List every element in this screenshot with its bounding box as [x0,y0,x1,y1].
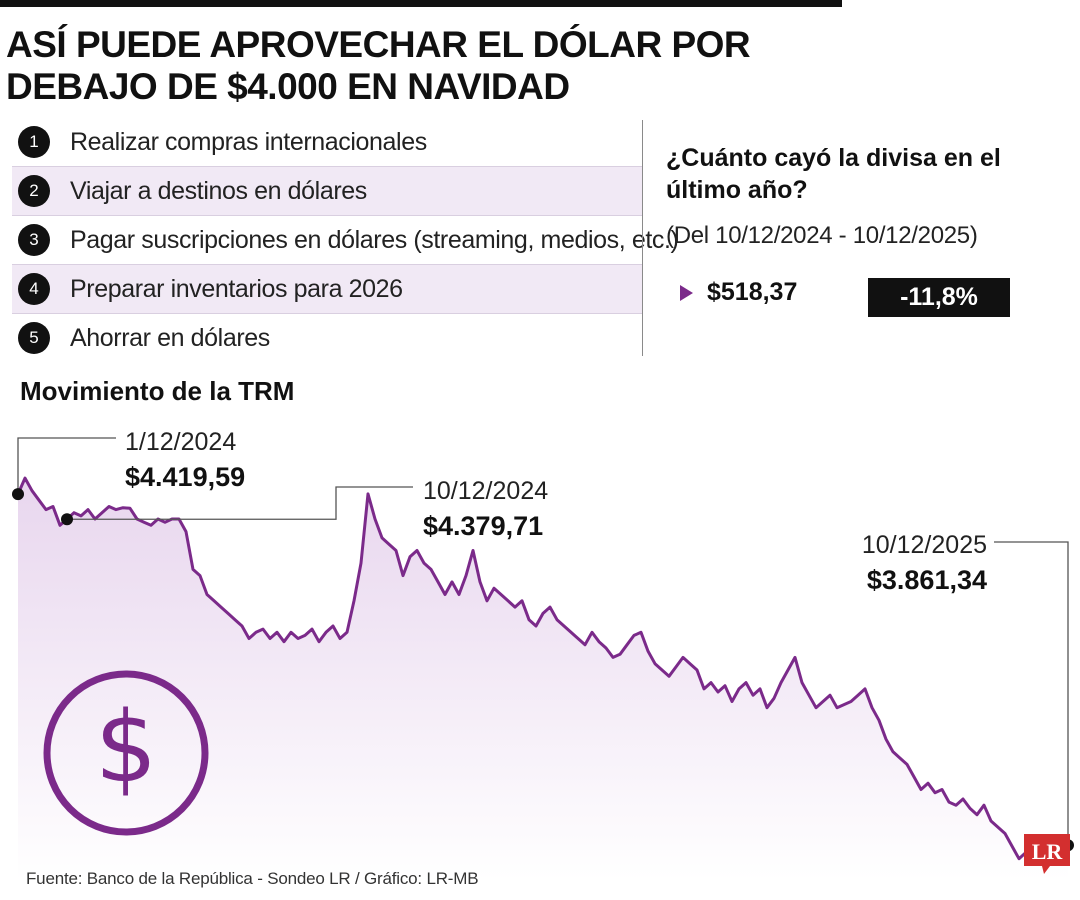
annotation-date-ref: 10/12/2024 [423,477,548,505]
trm-line-chart: $ 1/12/2024 $4.419,59 10/12/2024 $4.379,… [12,428,1074,880]
tip-text: Viajar a destinos en dólares [70,176,367,205]
headline: ASÍ PUEDE APROVECHAR EL DÓLAR POR DEBAJO… [6,24,751,107]
point-marker-ref [61,513,73,526]
tip-number: 2 [18,175,50,207]
tip-number: 5 [18,322,50,354]
annotation-value-end: $3.861,34 [867,565,987,595]
tip-item: 3 Pagar suscripciones en dólares (stream… [12,216,679,265]
tip-text: Preparar inventarios para 2026 [70,274,403,303]
leader-ref [67,486,413,520]
series-line [16,476,1069,864]
leader-start [17,437,116,495]
drop-period: (Del 10/12/2024 - 10/12/2025) [666,222,978,249]
chart-title: Movimiento de la TRM [20,376,295,406]
leader-end [994,541,1069,846]
lr-logo: LR [1024,834,1070,874]
svg-text:$: $ [95,691,157,805]
tip-item: 2 Viajar a destinos en dólares [12,167,642,216]
tip-number: 4 [18,273,50,305]
annotation-value-ref: $4.379,71 [423,511,543,541]
series-area [18,478,1068,880]
tip-number: 1 [18,126,50,158]
percent-badge: -11,8% [868,278,1010,317]
tip-item: 5 Ahorrar en dólares [12,314,642,362]
drop-row: $518,37 [680,278,797,307]
drop-question: ¿Cuánto cayó la divisa en el último año? [666,144,1001,204]
tip-text: Ahorrar en dólares [70,323,270,352]
annotation-value-start: $4.419,59 [125,462,245,492]
tip-text: Pagar suscripciones en dólares (streamin… [70,225,679,254]
point-marker-start [12,488,24,501]
source-note: Fuente: Banco de la República - Sondeo L… [26,869,479,888]
tip-item: 4 Preparar inventarios para 2026 [12,265,642,314]
tip-number: 3 [18,224,50,256]
top-rule [0,0,842,7]
lr-logo-text: LR [1032,839,1064,864]
tip-item: 1 Realizar compras internacionales [12,118,642,167]
dollar-icon: $ [43,670,209,836]
annotation-date-end: 10/12/2025 [862,531,987,559]
triangle-right-icon [680,284,693,301]
tips-list: 1 Realizar compras internacionales 2 Via… [12,118,679,362]
tip-text: Realizar compras internacionales [70,127,427,156]
annotation-date-start: 1/12/2024 [125,428,236,456]
drop-value: $518,37 [707,278,798,306]
column-divider [642,120,643,356]
